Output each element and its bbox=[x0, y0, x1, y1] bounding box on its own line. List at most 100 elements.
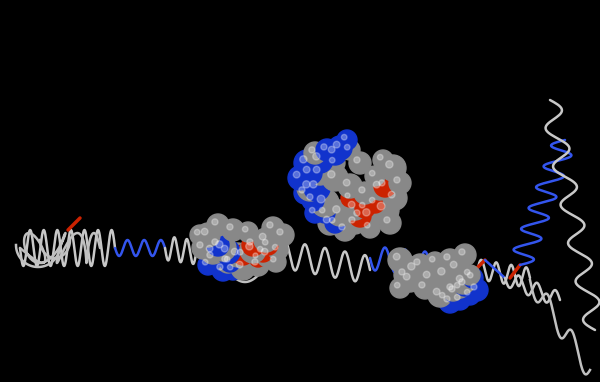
Circle shape bbox=[459, 249, 465, 255]
Circle shape bbox=[253, 242, 273, 262]
Circle shape bbox=[354, 210, 360, 216]
Circle shape bbox=[266, 252, 286, 272]
Circle shape bbox=[277, 229, 283, 235]
Circle shape bbox=[418, 266, 442, 290]
Circle shape bbox=[349, 205, 371, 227]
Circle shape bbox=[409, 254, 431, 276]
Circle shape bbox=[307, 147, 333, 173]
Circle shape bbox=[242, 234, 264, 256]
Circle shape bbox=[220, 252, 240, 272]
Circle shape bbox=[293, 171, 300, 178]
Circle shape bbox=[329, 157, 335, 163]
Circle shape bbox=[231, 248, 238, 255]
Circle shape bbox=[348, 201, 355, 208]
Circle shape bbox=[216, 241, 223, 248]
Circle shape bbox=[402, 257, 428, 283]
Circle shape bbox=[408, 263, 415, 270]
Circle shape bbox=[333, 141, 340, 148]
Circle shape bbox=[315, 203, 335, 223]
Circle shape bbox=[300, 156, 307, 163]
Circle shape bbox=[206, 245, 213, 252]
Circle shape bbox=[207, 234, 229, 256]
Circle shape bbox=[327, 200, 353, 226]
Circle shape bbox=[449, 286, 455, 292]
Circle shape bbox=[221, 245, 228, 252]
Circle shape bbox=[349, 217, 355, 223]
Circle shape bbox=[383, 186, 407, 210]
Circle shape bbox=[464, 290, 470, 295]
Circle shape bbox=[304, 175, 330, 201]
Circle shape bbox=[304, 142, 326, 164]
Circle shape bbox=[329, 217, 335, 223]
Circle shape bbox=[307, 194, 313, 200]
Circle shape bbox=[197, 242, 203, 248]
Circle shape bbox=[328, 146, 335, 153]
Circle shape bbox=[388, 191, 395, 198]
Circle shape bbox=[212, 239, 218, 245]
Circle shape bbox=[386, 161, 393, 168]
Circle shape bbox=[374, 175, 396, 197]
Circle shape bbox=[328, 171, 335, 178]
Circle shape bbox=[223, 260, 243, 280]
Circle shape bbox=[368, 176, 392, 200]
Circle shape bbox=[302, 189, 324, 211]
Circle shape bbox=[202, 247, 224, 269]
Circle shape bbox=[439, 292, 445, 298]
Circle shape bbox=[262, 240, 268, 245]
Circle shape bbox=[394, 264, 416, 286]
Circle shape bbox=[247, 239, 253, 245]
Circle shape bbox=[323, 141, 347, 165]
Circle shape bbox=[438, 268, 445, 275]
Circle shape bbox=[339, 224, 345, 230]
Circle shape bbox=[419, 282, 425, 288]
Circle shape bbox=[294, 182, 316, 204]
Circle shape bbox=[226, 243, 250, 267]
Circle shape bbox=[388, 248, 412, 272]
Circle shape bbox=[252, 259, 258, 265]
Circle shape bbox=[459, 279, 465, 285]
Circle shape bbox=[313, 153, 320, 160]
Circle shape bbox=[259, 233, 266, 240]
Circle shape bbox=[454, 274, 476, 296]
Circle shape bbox=[212, 259, 234, 281]
Circle shape bbox=[227, 224, 233, 230]
Circle shape bbox=[201, 240, 225, 264]
Circle shape bbox=[359, 202, 365, 208]
Circle shape bbox=[258, 235, 278, 255]
Circle shape bbox=[354, 157, 360, 163]
Circle shape bbox=[216, 240, 240, 264]
Circle shape bbox=[370, 197, 375, 203]
Circle shape bbox=[222, 256, 228, 262]
Circle shape bbox=[272, 244, 278, 250]
Circle shape bbox=[464, 269, 470, 275]
Circle shape bbox=[444, 296, 450, 302]
Circle shape bbox=[210, 235, 236, 261]
Circle shape bbox=[271, 256, 276, 262]
Circle shape bbox=[380, 155, 406, 181]
Circle shape bbox=[432, 262, 458, 288]
Circle shape bbox=[463, 268, 483, 288]
Circle shape bbox=[373, 181, 380, 188]
Circle shape bbox=[272, 224, 294, 246]
Circle shape bbox=[444, 281, 466, 303]
Circle shape bbox=[414, 277, 436, 299]
Circle shape bbox=[454, 244, 476, 266]
Circle shape bbox=[435, 288, 455, 308]
Circle shape bbox=[201, 228, 208, 235]
Circle shape bbox=[325, 153, 345, 173]
Circle shape bbox=[318, 211, 342, 235]
Circle shape bbox=[371, 196, 399, 224]
Circle shape bbox=[242, 227, 248, 232]
Circle shape bbox=[467, 272, 473, 278]
Circle shape bbox=[379, 212, 401, 234]
Circle shape bbox=[377, 154, 383, 160]
Circle shape bbox=[224, 256, 230, 262]
Circle shape bbox=[247, 254, 269, 276]
Circle shape bbox=[442, 279, 464, 301]
Circle shape bbox=[365, 166, 385, 186]
Circle shape bbox=[319, 207, 325, 213]
Circle shape bbox=[359, 187, 365, 193]
Circle shape bbox=[238, 249, 243, 255]
Circle shape bbox=[227, 264, 233, 270]
Circle shape bbox=[343, 179, 350, 186]
